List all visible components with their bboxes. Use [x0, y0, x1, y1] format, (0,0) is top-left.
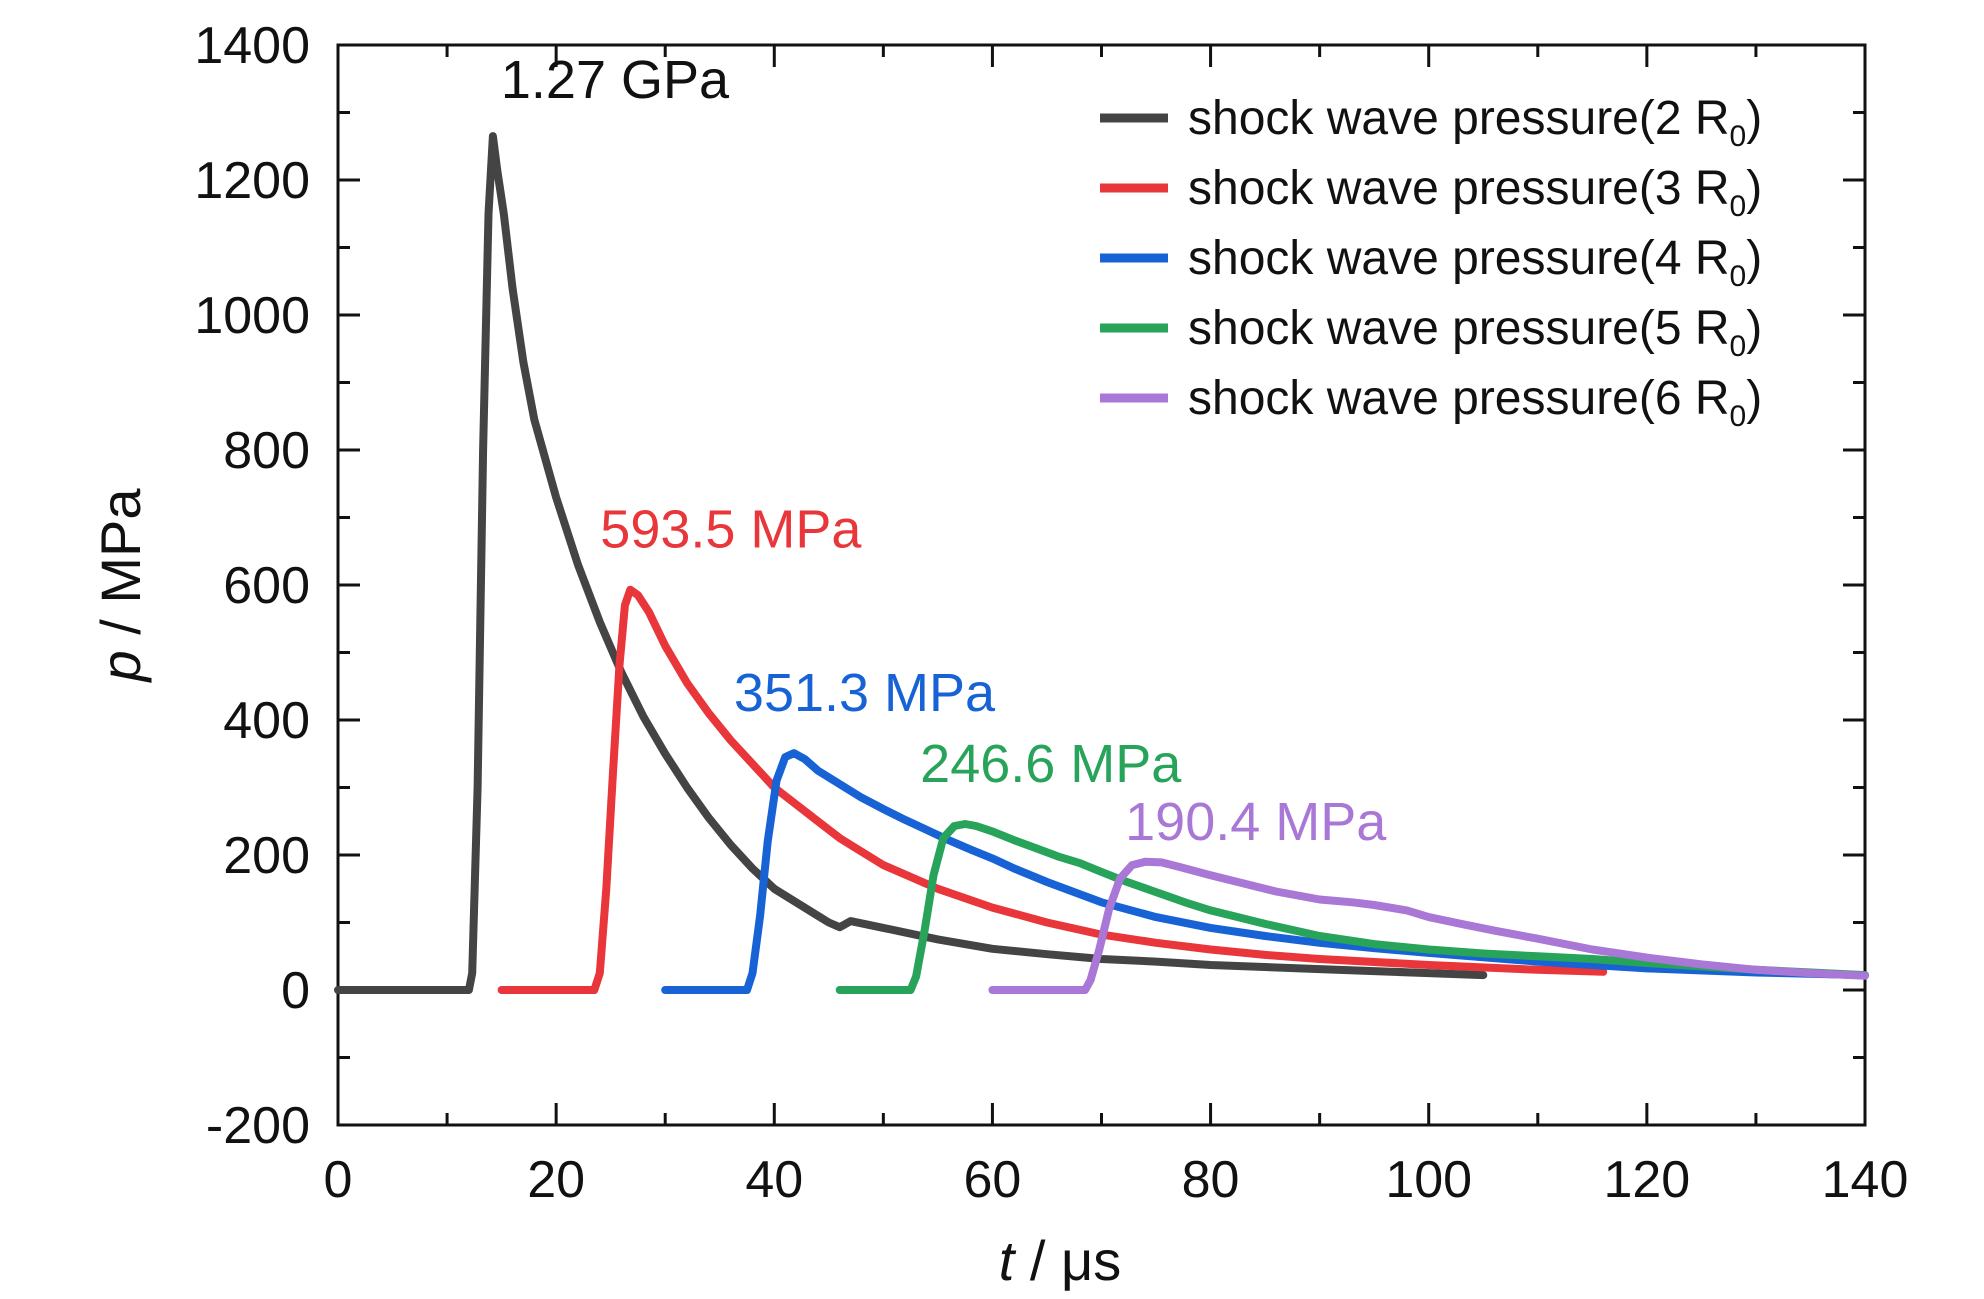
- legend-label: shock wave pressure(2 R0): [1188, 92, 1762, 153]
- legend-label-subscript: 0: [1730, 120, 1747, 153]
- x-tick-label: 120: [1603, 1151, 1690, 1209]
- peak-value-label: 593.5 MPa: [600, 500, 862, 560]
- peak-value-label: 246.6 MPa: [920, 734, 1182, 794]
- y-tick-label: 0: [281, 962, 310, 1020]
- x-tick-label: 60: [964, 1151, 1022, 1209]
- x-tick-label: 100: [1385, 1151, 1472, 1209]
- series-line: [334, 132, 1488, 994]
- series-layer: [334, 132, 1869, 994]
- peak-value-label: 351.3 MPa: [734, 663, 996, 723]
- x-tick-label: 40: [745, 1151, 803, 1209]
- legend-label-main: shock wave pressure(4 R: [1188, 232, 1730, 285]
- legend-label-end: ): [1746, 162, 1762, 215]
- legend-label-main: shock wave pressure(5 R: [1188, 302, 1730, 355]
- y-tick-label: 200: [223, 827, 310, 885]
- x-axis-unit: / μs: [1014, 1229, 1121, 1292]
- legend-label-end: ): [1746, 372, 1762, 425]
- y-tick-label: 1000: [194, 287, 310, 345]
- legend: shock wave pressure(2 R0)shock wave pres…: [1100, 92, 1762, 433]
- y-tick-label: 800: [223, 422, 310, 480]
- series-line: [988, 857, 1869, 994]
- x-tick-labels: 0 20 40 60 80 100 120 140: [324, 1151, 1909, 1209]
- legend-label-subscript: 0: [1730, 260, 1747, 293]
- legend-label: shock wave pressure(5 R0): [1188, 302, 1762, 363]
- legend-label-end: ): [1746, 302, 1762, 355]
- legend-label-main: shock wave pressure(3 R: [1188, 162, 1730, 215]
- legend-label-main: shock wave pressure(6 R: [1188, 372, 1730, 425]
- peak-value-label: 190.4 MPa: [1125, 792, 1387, 852]
- legend-label-subscript: 0: [1730, 330, 1747, 363]
- y-tick-label: -200: [206, 1097, 310, 1155]
- y-axis-title: p / MPa: [89, 488, 152, 684]
- legend-label: shock wave pressure(3 R0): [1188, 162, 1762, 223]
- y-tick-label: 600: [223, 557, 310, 615]
- y-axis-variable: p: [89, 650, 152, 683]
- x-axis-variable: t: [999, 1229, 1017, 1292]
- legend-label-end: ): [1746, 92, 1762, 145]
- legend-label-subscript: 0: [1730, 400, 1747, 433]
- y-tick-label: 1200: [194, 152, 310, 210]
- x-tick-label: 20: [527, 1151, 585, 1209]
- y-tick-labels: -200 0 200 400 600 800 1000 1200 1400: [194, 17, 310, 1155]
- series-line: [497, 585, 1608, 994]
- y-tick-label: 400: [223, 692, 310, 750]
- x-tick-label: 0: [324, 1151, 353, 1209]
- series-line: [835, 820, 1869, 994]
- legend-label: shock wave pressure(4 R0): [1188, 232, 1762, 293]
- x-axis-title: t / μs: [999, 1229, 1122, 1292]
- legend-label-end: ): [1746, 232, 1762, 285]
- peak-labels: 1.27 GPa 593.5 MPa 351.3 MPa 246.6 MPa190.4…: [501, 50, 1387, 852]
- y-axis-unit: / MPa: [89, 488, 152, 651]
- legend-label-subscript: 0: [1730, 190, 1747, 223]
- x-tick-label: 80: [1182, 1151, 1240, 1209]
- peak-value-label: 1.27 GPa: [501, 50, 730, 110]
- legend-label-main: shock wave pressure(2 R: [1188, 92, 1730, 145]
- axis-ticks: [336, 43, 1867, 1127]
- x-tick-label: 140: [1822, 1151, 1909, 1209]
- legend-label: shock wave pressure(6 R0): [1188, 372, 1762, 433]
- y-tick-label: 1400: [194, 17, 310, 75]
